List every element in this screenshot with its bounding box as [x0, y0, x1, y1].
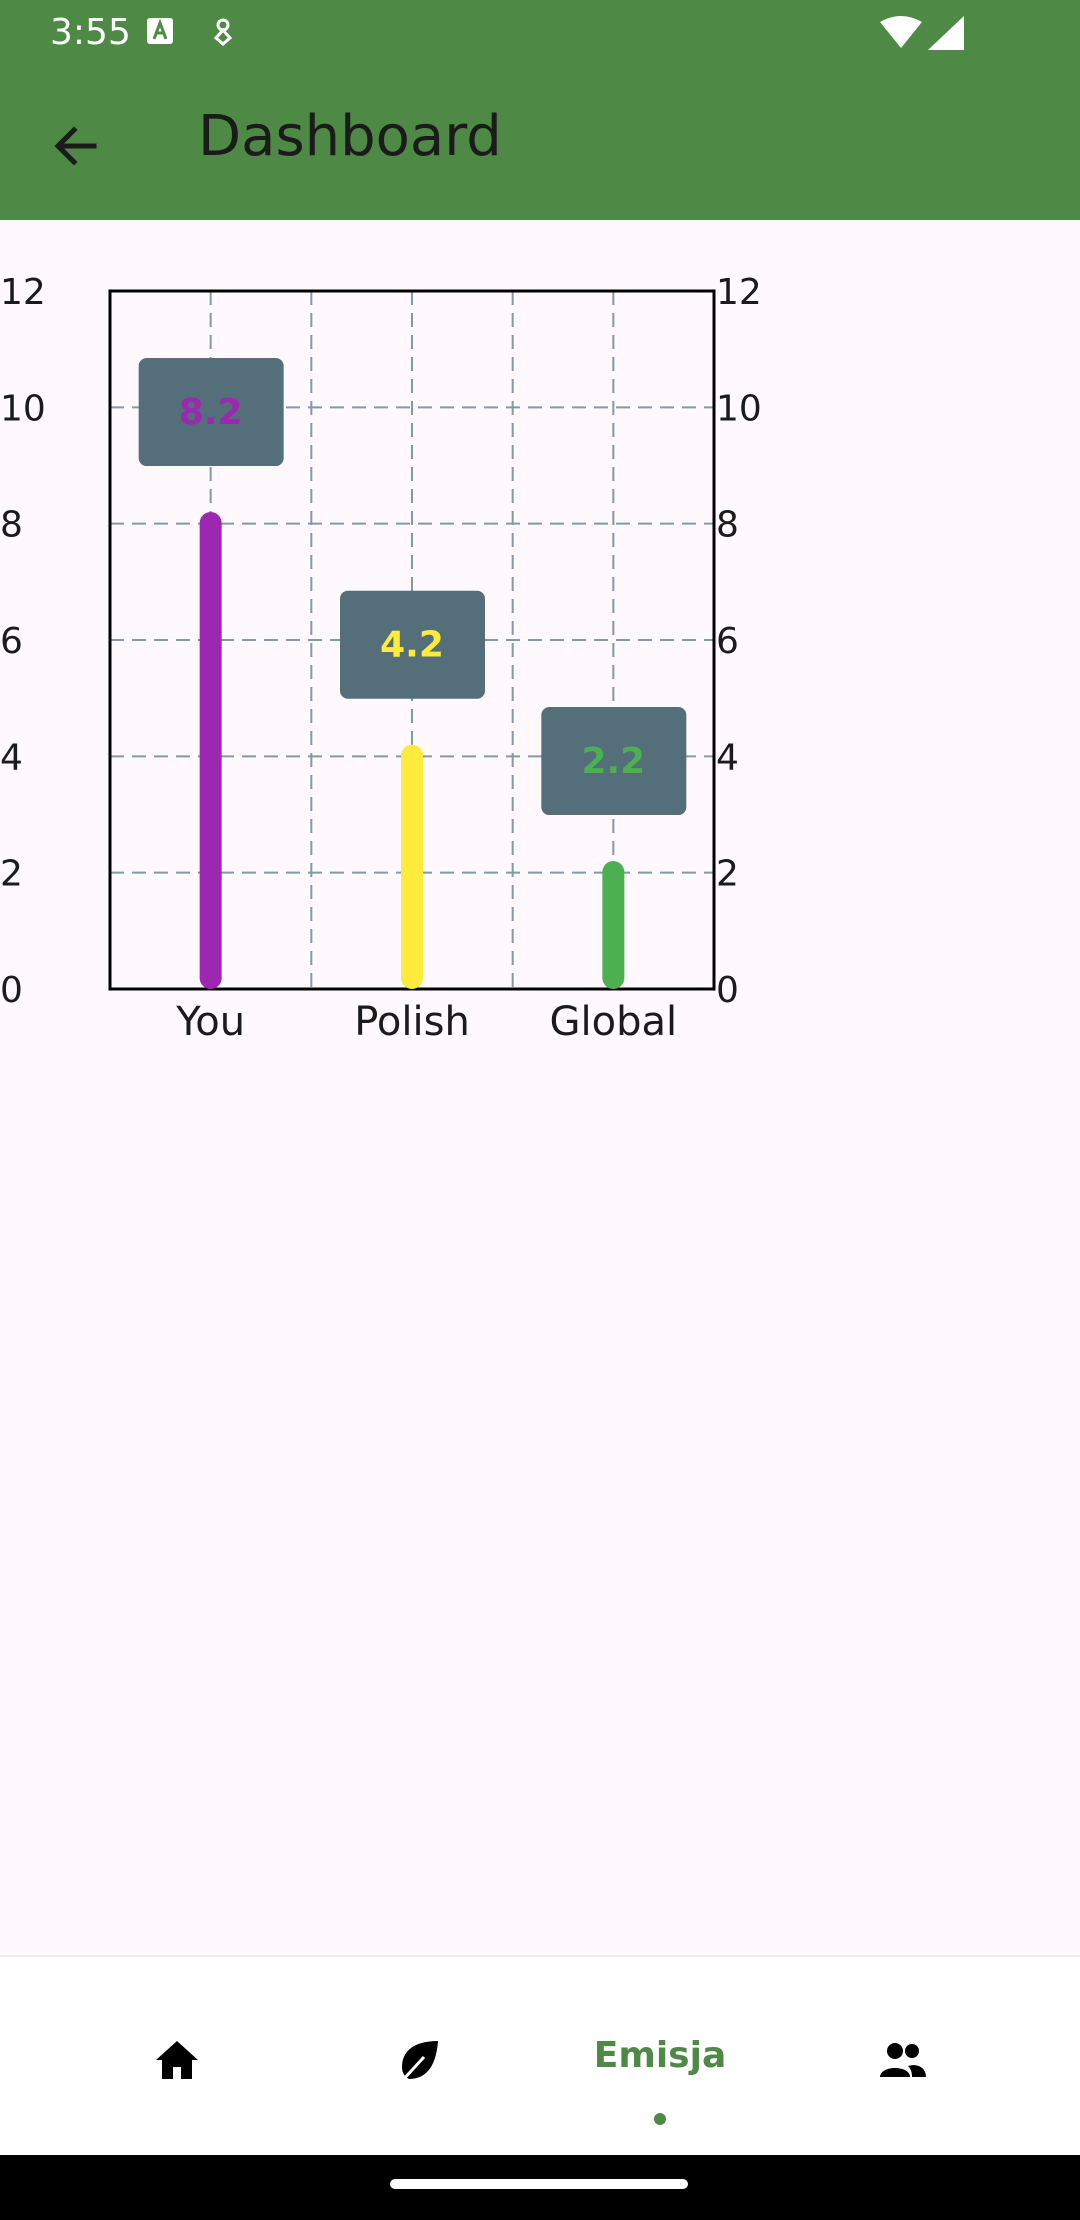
value-label-box	[340, 590, 485, 699]
x-category-label: Polish	[354, 999, 470, 1045]
y-tick-label-right: 10	[716, 388, 762, 429]
x-category-label: Global	[550, 999, 678, 1045]
y-tick-label-right: 0	[716, 970, 739, 1011]
x-category-label: You	[175, 999, 245, 1045]
value-label: 8.2	[179, 392, 243, 433]
people-icon	[880, 2043, 926, 2077]
nav-label-emisja: Emisja	[593, 2035, 727, 2076]
value-label-box	[541, 707, 687, 816]
y-tick-label-left: 12	[0, 272, 46, 313]
y-tick-label-right: 12	[716, 272, 762, 313]
chart-bars: 8.2 4.2 2.2	[138, 358, 687, 989]
status-time: 3:55	[50, 12, 131, 53]
x-axis-labels: You Polish Global	[175, 999, 677, 1045]
value-label-box	[138, 358, 284, 467]
signal-icon	[928, 16, 964, 50]
emissions-bar-chart: 0 0 2 2 4 4 6 6 8 8 10 10 12 12 8.2 4.2 2.2 You Polish Gl…	[0, 272, 762, 1045]
notification-icon	[213, 18, 233, 46]
active-indicator-dot	[654, 2113, 666, 2125]
leaf-icon	[400, 2041, 438, 2083]
y-tick-label-left: 8	[0, 505, 23, 546]
gesture-handle[interactable]	[390, 2179, 688, 2189]
value-label: 2.2	[581, 741, 645, 782]
value-label: 4.2	[380, 625, 444, 666]
home-icon	[156, 2041, 198, 2079]
app-bar: Dashboard	[0, 64, 1080, 220]
text-notification-icon	[147, 18, 173, 44]
y-tick-label-right: 8	[716, 505, 739, 546]
y-tick-label-left: 6	[0, 621, 23, 662]
y-tick-label-right: 6	[716, 621, 739, 662]
y-tick-label-right: 4	[716, 737, 739, 778]
nav-item-emisja[interactable]: Emisja	[540, 1957, 780, 2157]
nav-item-home[interactable]	[56, 1957, 296, 2157]
y-tick-label-left: 10	[0, 388, 46, 429]
nav-item-people[interactable]	[782, 1957, 1022, 2157]
y-tick-label-left: 4	[0, 737, 23, 778]
bottom-navigation: Emisja	[0, 1955, 1080, 2157]
y-tick-label-right: 2	[716, 854, 739, 895]
status-bar: 3:55	[0, 0, 1080, 64]
y-tick-label-left: 0	[0, 970, 23, 1011]
page-title: Dashboard	[198, 104, 502, 169]
nav-item-leaf[interactable]	[298, 1957, 538, 2157]
arrow-back-icon[interactable]	[44, 114, 108, 178]
system-gesture-bar	[0, 2155, 1080, 2220]
y-axis-ticks: 0 0 2 2 4 4 6 6 8 8 10 10 12 12	[0, 272, 762, 1011]
wifi-icon	[880, 16, 922, 48]
y-tick-label-left: 2	[0, 854, 23, 895]
